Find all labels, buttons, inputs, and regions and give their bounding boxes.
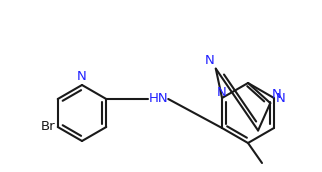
Text: HN: HN	[148, 93, 168, 105]
Text: N: N	[271, 88, 281, 101]
Text: N: N	[217, 86, 227, 99]
Text: N: N	[276, 92, 286, 105]
Text: N: N	[77, 70, 87, 83]
Text: N: N	[205, 54, 215, 67]
Text: Br: Br	[41, 121, 56, 133]
